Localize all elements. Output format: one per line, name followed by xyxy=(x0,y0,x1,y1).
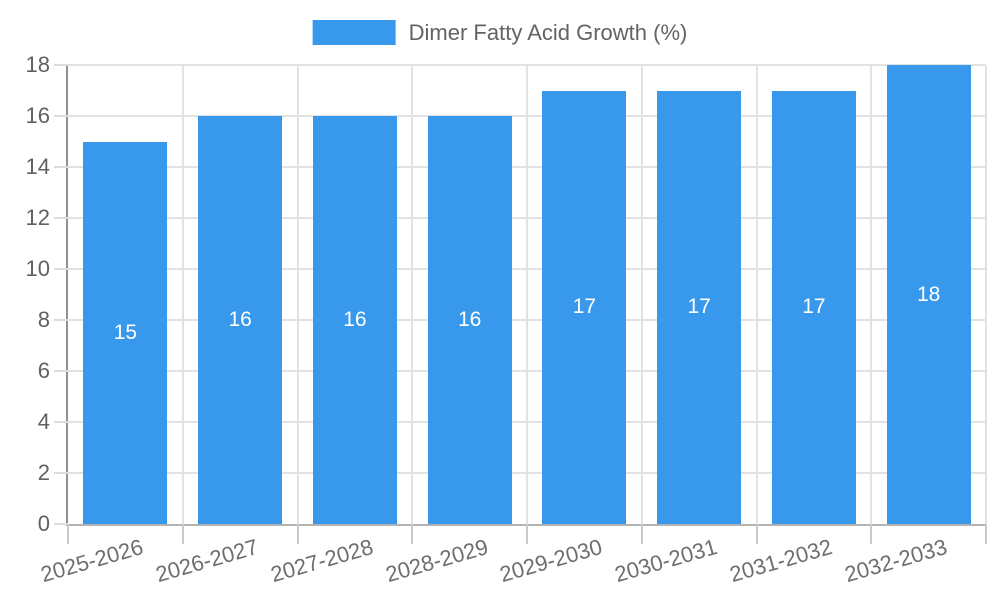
y-axis-tick-label: 0 xyxy=(37,511,50,536)
bar-value-label: 17 xyxy=(802,295,826,319)
x-tick-mark xyxy=(870,524,873,544)
bar[interactable]: 17 xyxy=(771,90,856,524)
x-tick-mark xyxy=(755,524,758,544)
y-axis-tick-label: 4 xyxy=(37,409,50,434)
x-tick-mark xyxy=(411,524,414,544)
y-axis-tick-label: 10 xyxy=(25,256,50,281)
bar[interactable]: 16 xyxy=(312,116,397,524)
x-gridline xyxy=(526,65,528,524)
bar-value-label: 17 xyxy=(572,295,597,319)
bar[interactable]: 16 xyxy=(427,116,512,524)
bar[interactable]: 16 xyxy=(198,116,283,524)
bar-value-label: 17 xyxy=(687,295,711,319)
x-tick-mark xyxy=(296,524,299,544)
plot-area: 0 2 4 6 8 10 12 14 16 18 15 16 16 16 17 17 17 18 2025-2026… xyxy=(26,52,987,587)
bar[interactable]: 17 xyxy=(542,90,627,524)
x-tick-mark xyxy=(640,524,643,544)
y-tick-mark xyxy=(54,217,68,219)
x-gridline xyxy=(296,65,299,524)
y-axis-tick-label: 18 xyxy=(25,52,50,77)
bar[interactable]: 18 xyxy=(886,65,971,524)
bar-value-label: 16 xyxy=(343,308,367,331)
y-tick-mark xyxy=(54,319,68,321)
bar-value-label: 16 xyxy=(457,308,482,331)
x-tick-mark xyxy=(985,524,987,544)
bar-value-label: 15 xyxy=(113,320,138,344)
bar[interactable]: 15 xyxy=(83,141,168,524)
x-gridline xyxy=(640,65,643,524)
y-axis-tick-label: 14 xyxy=(25,154,50,179)
y-tick-mark xyxy=(54,523,68,525)
bar-value-label: 18 xyxy=(916,282,941,306)
bar-value-label: 16 xyxy=(228,308,252,331)
y-tick-mark xyxy=(54,472,68,474)
x-tick-mark xyxy=(67,524,69,544)
y-axis-tick-label: 16 xyxy=(25,103,50,128)
bar[interactable]: 17 xyxy=(657,90,742,524)
y-tick-mark xyxy=(54,64,68,66)
y-axis-tick-label: 8 xyxy=(37,307,50,332)
y-axis-tick-label: 12 xyxy=(25,205,50,230)
y-axis-tick-label: 6 xyxy=(37,358,50,383)
x-tick-mark xyxy=(181,524,184,544)
x-gridline xyxy=(755,65,758,524)
y-tick-mark xyxy=(54,166,68,168)
y-tick-mark xyxy=(54,115,68,117)
y-tick-mark xyxy=(54,370,68,372)
x-gridline xyxy=(411,65,414,524)
y-axis-tick-label: 2 xyxy=(37,460,50,485)
chart-legend: Dimer Fatty Acid Growth (%) xyxy=(312,20,688,45)
x-gridline xyxy=(181,65,184,524)
y-tick-mark xyxy=(54,421,68,423)
x-gridline xyxy=(870,65,873,524)
x-gridline xyxy=(985,65,987,524)
legend-label: Dimer Fatty Acid Growth (%) xyxy=(408,20,688,45)
x-tick-mark xyxy=(526,524,528,544)
y-tick-mark xyxy=(54,268,68,270)
legend-swatch xyxy=(312,20,396,45)
